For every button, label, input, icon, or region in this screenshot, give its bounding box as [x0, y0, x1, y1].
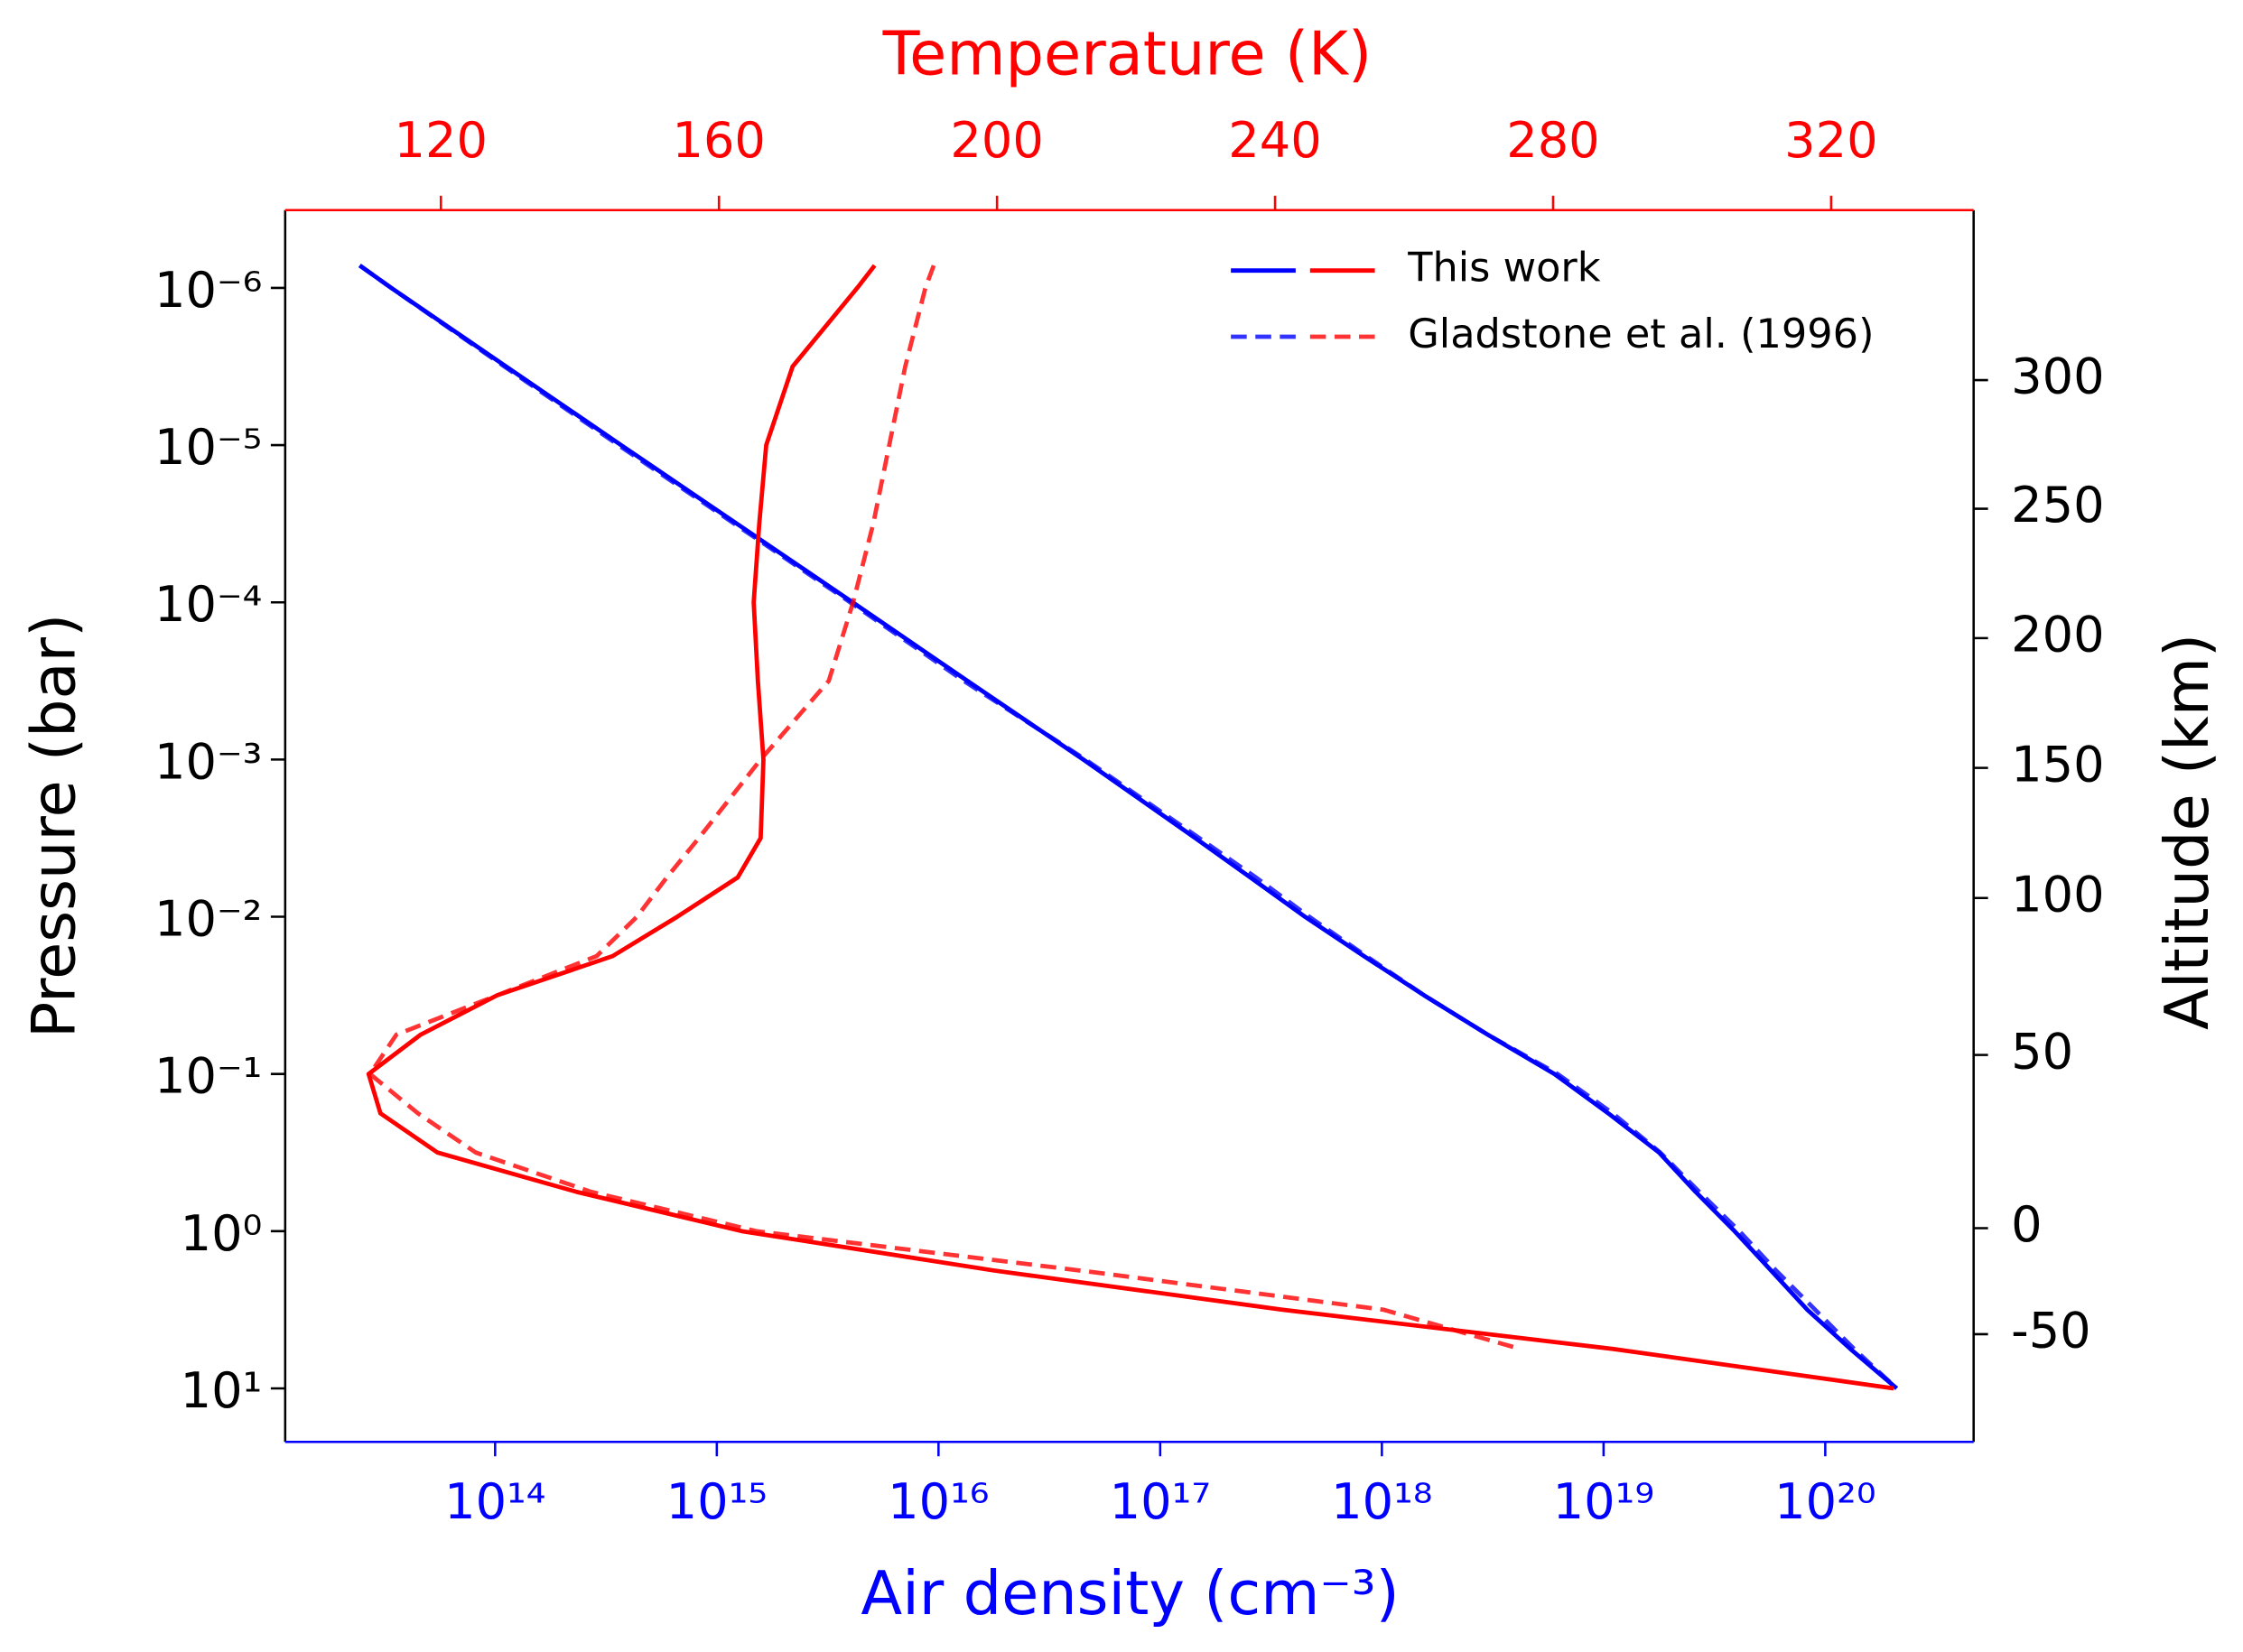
x2-tick-label: 200 — [950, 112, 1043, 169]
left-axis-label: Pressure (bar) — [19, 614, 89, 1038]
top-axis-label: Temperature (K) — [882, 18, 1372, 88]
x2-tick-label: 160 — [672, 112, 765, 169]
y-tick-label: 10⁻³ — [154, 733, 262, 790]
x2-tick-label: 120 — [395, 112, 488, 169]
density-line — [358, 264, 1899, 1390]
legend-label: Gladstone et al. (1996) — [1408, 311, 1874, 357]
x-tick-label: 10¹⁶ — [888, 1473, 989, 1530]
y2-tick-label: 300 — [2011, 348, 2104, 405]
y2-tick-label: 200 — [2011, 607, 2104, 664]
y2-tick-label: -50 — [2011, 1303, 2091, 1360]
y2-tick-label: 100 — [2011, 866, 2104, 923]
x2-tick-label: 320 — [1784, 112, 1877, 169]
y2-tick-label: 50 — [2011, 1023, 2073, 1080]
temperature-line — [366, 264, 1894, 1391]
y-tick-label: 10¹ — [181, 1362, 263, 1419]
x2-tick-label: 240 — [1228, 112, 1321, 169]
y2-tick-label: 150 — [2011, 736, 2104, 793]
y-tick-label: 10⁰ — [181, 1205, 263, 1262]
x-tick-label: 10¹⁷ — [1110, 1473, 1211, 1530]
y-tick-label: 10⁻⁶ — [154, 262, 262, 319]
legend-label: This work — [1407, 245, 1601, 292]
density-line — [358, 264, 1899, 1390]
x-tick-label: 10¹⁴ — [444, 1473, 545, 1530]
y-tick-label: 10⁻⁴ — [154, 576, 262, 633]
y2-tick-label: 0 — [2011, 1196, 2042, 1253]
right-axis-label: Altitude (km) — [2152, 634, 2222, 1030]
y-tick-label: 10⁻⁵ — [154, 419, 262, 476]
x-tick-label: 10²⁰ — [1774, 1473, 1875, 1530]
temperature-line — [368, 265, 1522, 1351]
x-tick-label: 10¹⁹ — [1553, 1473, 1654, 1530]
y-tick-label: 10⁻² — [154, 891, 262, 948]
x-tick-label: 10¹⁸ — [1331, 1473, 1432, 1530]
y-tick-label: 10⁻¹ — [154, 1048, 262, 1105]
x2-tick-label: 280 — [1506, 112, 1599, 169]
y2-tick-label: 250 — [2011, 477, 2104, 534]
bottom-axis-label: Air density (cm⁻³) — [861, 1558, 1399, 1629]
x-tick-label: 10¹⁵ — [666, 1473, 768, 1530]
